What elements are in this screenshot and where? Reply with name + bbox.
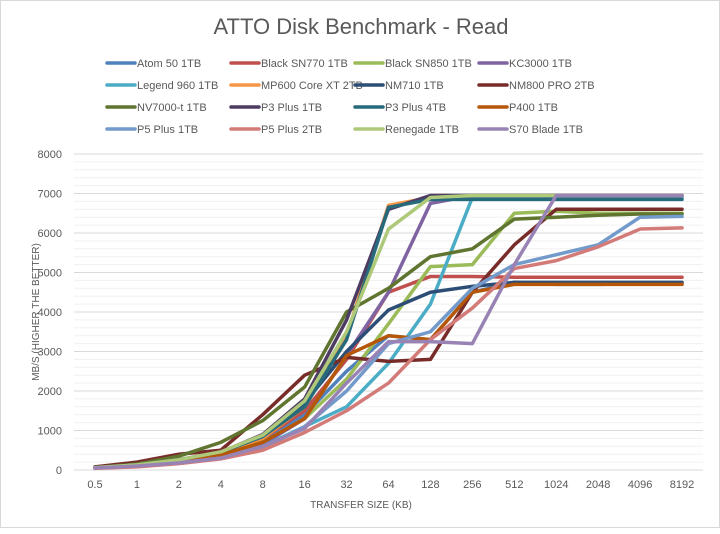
y-axis-label: MB/S (HIGHER THE BETTER): [31, 243, 42, 381]
series-line-p5-plus-2tb: [93, 226, 684, 471]
y-tick-label: 4000: [38, 307, 62, 319]
x-tick-label: 8: [260, 479, 266, 491]
legend-item: Black SN770 1TB: [229, 58, 348, 70]
legend-label: P5 Plus 2TB: [261, 124, 322, 136]
y-tick-label: 2000: [38, 386, 62, 398]
legend-item: P3 Plus 4TB: [353, 102, 446, 114]
y-tick-label: 5000: [38, 268, 62, 280]
legend-item: Renegade 1TB: [353, 124, 459, 136]
x-tick-label: 8192: [670, 479, 694, 491]
legend-label: MP600 Core XT 2TB: [261, 80, 363, 92]
x-tick-label: 32: [340, 479, 352, 491]
x-axis-label: TRANSFER SIZE (KB): [310, 500, 412, 511]
legend-item: NV7000-t 1TB: [105, 102, 207, 114]
legend-item: P5 Plus 1TB: [105, 124, 198, 136]
y-tick-label: 0: [56, 465, 62, 477]
legend-item: S70 Blade 1TB: [477, 124, 583, 136]
y-tick-label: 7000: [38, 189, 62, 201]
legend-item: P3 Plus 1TB: [229, 102, 322, 114]
series-line-nv7000-t-1tb: [93, 212, 684, 470]
legend-item: KC3000 1TB: [477, 58, 572, 70]
legend-label: P3 Plus 4TB: [385, 102, 446, 114]
legend-label: KC3000 1TB: [509, 58, 572, 70]
series-line-p3-plus-4tb: [93, 197, 684, 470]
x-tick-label: 4: [218, 479, 224, 491]
legend-item: Atom 50 1TB: [105, 58, 201, 70]
x-tick-label: 0.5: [87, 479, 102, 491]
y-tick-label: 3000: [38, 347, 62, 359]
legend-label: Renegade 1TB: [385, 124, 459, 136]
x-tick-label: 512: [505, 479, 523, 491]
y-tick-label: 8000: [38, 149, 62, 161]
legend-item: Legend 960 1TB: [105, 80, 218, 92]
legend-label: Atom 50 1TB: [137, 58, 201, 70]
legend-item: MP600 Core XT 2TB: [229, 80, 363, 92]
legend-item: NM800 PRO 2TB: [477, 80, 595, 92]
series-line-renegade-1tb: [93, 193, 684, 470]
legend-label: S70 Blade 1TB: [509, 124, 583, 136]
chart-title: ATTO Disk Benchmark - Read: [213, 14, 508, 39]
series-line-mp600-core-xt-2tb: [93, 193, 684, 470]
x-tick-label: 256: [463, 479, 481, 491]
legend-label: P3 Plus 1TB: [261, 102, 322, 114]
x-tick-label: 16: [299, 479, 311, 491]
legend-label: NV7000-t 1TB: [137, 102, 207, 114]
legend-item: Black SN850 1TB: [353, 58, 472, 70]
legend: Atom 50 1TB Black SN770 1TB Black SN850 1T…: [105, 58, 595, 136]
legend-label: P5 Plus 1TB: [137, 124, 198, 136]
y-tick-label: 1000: [38, 426, 62, 438]
series-line-p400-1tb: [93, 282, 684, 470]
legend-label: Legend 960 1TB: [137, 80, 218, 92]
x-tick-label: 4096: [628, 479, 652, 491]
legend-label: Black SN770 1TB: [261, 58, 348, 70]
axes: 0 1000 2000 3000 4000 5000 6000 7000 8000 0.5 1 2 4 8…: [38, 149, 703, 491]
y-tick-label: 6000: [38, 228, 62, 240]
x-tick-label: 128: [421, 479, 439, 491]
legend-label: Black SN850 1TB: [385, 58, 472, 70]
legend-label: P400 1TB: [509, 102, 558, 114]
series-line-legend-960-1tb: [93, 195, 684, 470]
legend-item: P400 1TB: [477, 102, 558, 114]
series-line-black-sn770-1tb: [93, 274, 684, 470]
series-line-s70-blade-1tb: [93, 193, 684, 470]
legend-item: NM710 1TB: [353, 80, 444, 92]
gridlines: [74, 153, 703, 471]
x-tick-label: 1024: [544, 479, 568, 491]
legend-item: P5 Plus 2TB: [229, 124, 322, 136]
x-tick-label: 2048: [586, 479, 610, 491]
legend-label: NM800 PRO 2TB: [509, 80, 595, 92]
x-tick-label: 2: [176, 479, 182, 491]
legend-label: NM710 1TB: [385, 80, 444, 92]
series-line-kc3000-1tb: [93, 193, 684, 470]
x-tick-label: 64: [382, 479, 394, 491]
x-tick-label: 1: [134, 479, 140, 491]
series-lines: [93, 193, 684, 471]
series-line-p3-plus-1tb: [93, 193, 684, 470]
